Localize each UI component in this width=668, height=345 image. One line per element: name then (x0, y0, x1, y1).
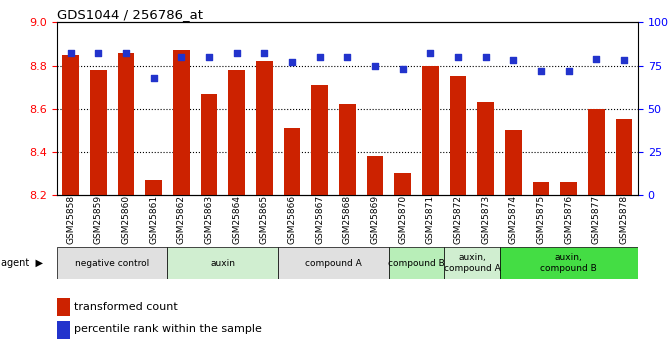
Text: GSM25865: GSM25865 (260, 195, 269, 244)
Bar (422, 66, 439, 195)
FancyBboxPatch shape (500, 247, 638, 279)
Text: agent  ▶: agent ▶ (1, 258, 43, 268)
Text: GSM25878: GSM25878 (620, 195, 629, 244)
FancyBboxPatch shape (278, 247, 389, 279)
Text: compound A: compound A (305, 258, 362, 268)
Text: auxin,
compound B: auxin, compound B (540, 253, 597, 273)
Text: GSM25859: GSM25859 (94, 195, 103, 244)
Text: GSM25862: GSM25862 (177, 195, 186, 244)
Text: transformed count: transformed count (74, 302, 178, 312)
Bar (62, 55, 79, 195)
Text: GSM25866: GSM25866 (287, 195, 297, 244)
FancyBboxPatch shape (444, 247, 500, 279)
Text: GSM25860: GSM25860 (122, 195, 130, 244)
Text: GSM25868: GSM25868 (343, 195, 352, 244)
FancyBboxPatch shape (168, 247, 278, 279)
Text: GSM25873: GSM25873 (481, 195, 490, 244)
Point (480, 54, 491, 60)
Bar (57, 298, 69, 316)
Point (619, 58, 629, 63)
Point (536, 68, 546, 73)
Bar (394, 173, 411, 195)
Bar (256, 61, 273, 195)
Point (508, 58, 519, 63)
Text: GSM25861: GSM25861 (149, 195, 158, 244)
Bar (118, 52, 134, 195)
Point (93, 51, 104, 56)
Text: auxin: auxin (210, 258, 235, 268)
FancyBboxPatch shape (57, 247, 168, 279)
Text: GSM25867: GSM25867 (315, 195, 324, 244)
Bar (90, 70, 107, 195)
Bar (57, 321, 69, 339)
Text: GSM25877: GSM25877 (592, 195, 601, 244)
Text: GSM25875: GSM25875 (536, 195, 546, 244)
Text: GSM25858: GSM25858 (66, 195, 75, 244)
Point (176, 54, 186, 60)
Point (342, 54, 353, 60)
Bar (173, 50, 190, 195)
Text: GSM25871: GSM25871 (426, 195, 435, 244)
Bar (560, 182, 577, 195)
Point (121, 51, 132, 56)
Text: auxin,
compound A: auxin, compound A (444, 253, 500, 273)
Text: GSM25864: GSM25864 (232, 195, 241, 244)
Bar (228, 70, 245, 195)
Bar (505, 130, 522, 195)
Text: GSM25863: GSM25863 (204, 195, 214, 244)
Point (315, 54, 325, 60)
Point (369, 63, 380, 68)
Text: GSM25872: GSM25872 (454, 195, 462, 244)
Bar (478, 102, 494, 195)
Text: percentile rank within the sample: percentile rank within the sample (74, 325, 262, 334)
Text: compound B: compound B (388, 258, 445, 268)
Point (204, 54, 214, 60)
Point (287, 59, 297, 65)
Bar (146, 180, 162, 195)
Text: GSM25874: GSM25874 (509, 195, 518, 244)
Bar (367, 156, 383, 195)
Point (563, 68, 574, 73)
Point (259, 51, 270, 56)
Bar (616, 119, 633, 195)
Text: GDS1044 / 256786_at: GDS1044 / 256786_at (57, 8, 203, 21)
Bar (588, 109, 605, 195)
Bar (311, 85, 328, 195)
Point (65, 51, 76, 56)
Bar (450, 76, 466, 195)
Bar (200, 93, 217, 195)
Text: negative control: negative control (75, 258, 149, 268)
Text: GSM25876: GSM25876 (564, 195, 573, 244)
Bar (339, 104, 355, 195)
Point (453, 54, 464, 60)
Point (591, 56, 602, 61)
Text: GSM25869: GSM25869 (371, 195, 379, 244)
Point (397, 66, 408, 72)
Text: GSM25870: GSM25870 (398, 195, 407, 244)
Bar (533, 182, 549, 195)
Bar (284, 128, 301, 195)
FancyBboxPatch shape (389, 247, 444, 279)
Point (231, 51, 242, 56)
Point (148, 75, 159, 80)
Point (425, 51, 436, 56)
